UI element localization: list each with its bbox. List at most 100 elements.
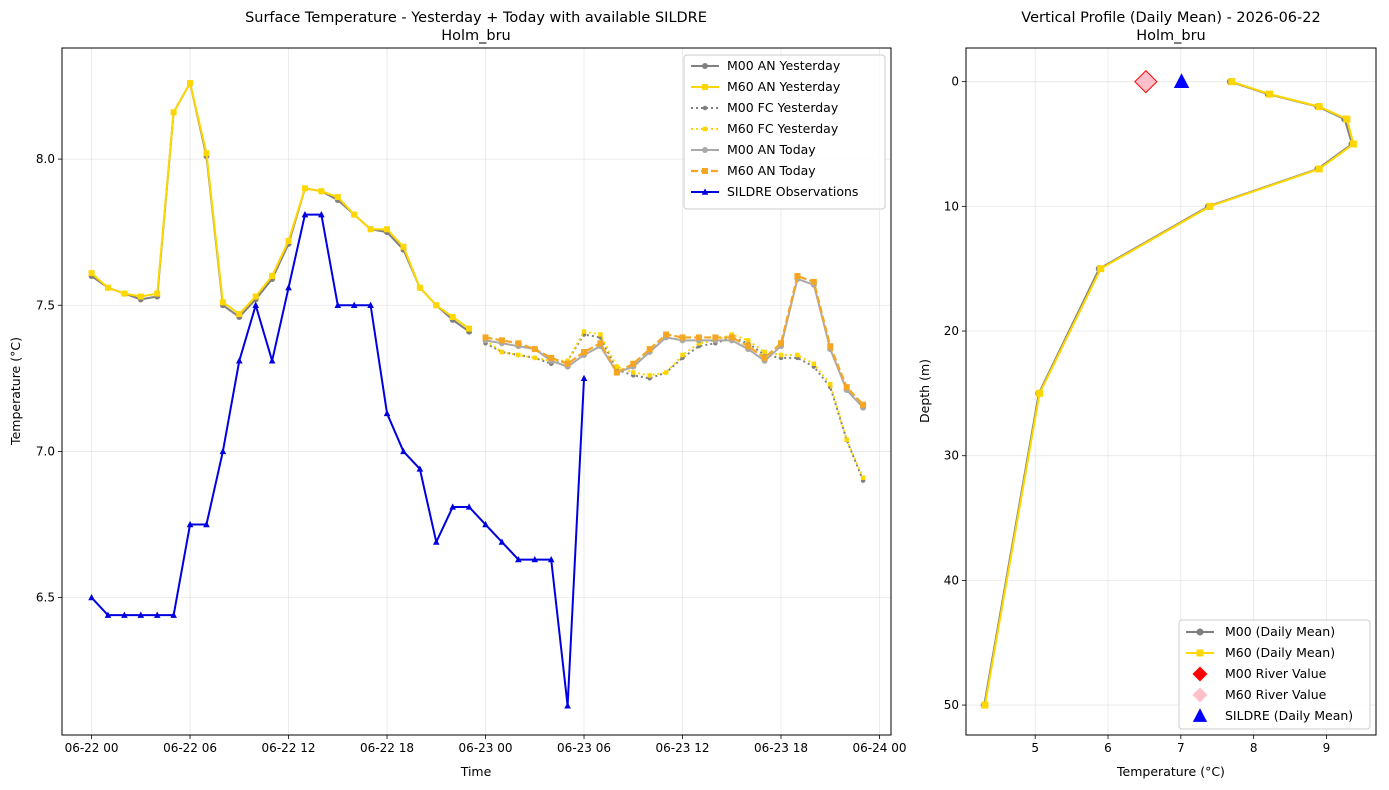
series-m60-an-today	[482, 273, 867, 408]
series-sildre-observations	[88, 211, 588, 709]
sildre-daily-mean-point	[1173, 73, 1190, 88]
data-point	[631, 370, 636, 375]
data-point	[728, 334, 735, 341]
data-point	[351, 211, 358, 218]
x-tick-label: 6	[1104, 741, 1112, 755]
data-point	[235, 357, 243, 364]
data-point	[580, 374, 588, 382]
data-point	[1343, 115, 1351, 123]
data-point	[384, 226, 391, 233]
data-point	[1228, 78, 1236, 86]
legend-label: M00 AN Yesterday	[727, 58, 841, 73]
legend-marker	[1192, 666, 1208, 682]
data-point	[383, 409, 391, 417]
data-point	[532, 355, 538, 361]
data-point	[647, 373, 652, 378]
data-point	[449, 503, 456, 510]
data-point	[88, 594, 95, 601]
data-point	[367, 301, 374, 308]
data-point	[547, 555, 555, 563]
y-tick-label: 20	[944, 324, 959, 338]
legend-box	[683, 54, 886, 210]
legend-marker	[1196, 649, 1204, 657]
data-point	[252, 301, 260, 308]
data-point	[1315, 103, 1323, 111]
data-point	[613, 369, 620, 376]
data-point	[515, 340, 522, 347]
right-chart-title: Vertical Profile (Daily Mean) - 2026-06-…	[1021, 10, 1320, 26]
legend-label: M60 FC Yesterday	[727, 121, 839, 136]
data-point	[236, 311, 243, 318]
left-chart-xlabel: Time	[460, 764, 492, 779]
data-point	[515, 555, 522, 563]
legend-marker	[701, 188, 709, 195]
data-point	[465, 503, 473, 510]
data-point	[137, 611, 145, 618]
data-point	[498, 337, 505, 344]
legend-marker	[702, 147, 708, 153]
data-point	[761, 354, 768, 361]
legend-item: M60 (Daily Mean)	[1186, 645, 1335, 660]
data-point	[1097, 265, 1105, 273]
legend-item: M60 AN Yesterday	[691, 79, 841, 94]
data-point	[1036, 389, 1044, 397]
data-point	[269, 273, 276, 280]
y-tick-label: 0	[951, 75, 959, 89]
x-tick-label: 8	[1250, 741, 1258, 755]
legend-item: M60 AN Today	[691, 163, 816, 178]
data-point	[778, 340, 785, 347]
legend-item: M00 AN Today	[691, 142, 816, 157]
left-chart-subtitle: Holm_bru	[441, 28, 511, 44]
legend-label: M60 AN Yesterday	[727, 79, 841, 94]
legend-marker	[702, 126, 708, 132]
data-point	[268, 357, 276, 364]
legend-label: M00 (Daily Mean)	[1225, 624, 1335, 639]
data-point	[860, 475, 866, 480]
legend-item: M00 AN Yesterday	[691, 58, 841, 73]
data-point	[548, 354, 555, 361]
data-point	[285, 237, 292, 244]
y-tick-label: 40	[944, 573, 959, 587]
data-point	[466, 325, 473, 332]
data-point	[581, 349, 588, 356]
x-tick-label: 5	[1031, 741, 1039, 755]
data-point	[745, 343, 752, 350]
data-point	[400, 243, 407, 250]
data-point	[860, 401, 867, 408]
series-line	[485, 333, 865, 482]
left-chart-title: Surface Temperature - Yesterday + Today …	[245, 10, 707, 26]
legend-marker	[1192, 708, 1208, 722]
data-point	[121, 290, 128, 297]
data-point	[663, 331, 670, 338]
x-tick-label: 06-22 18	[360, 741, 414, 755]
data-point	[810, 278, 817, 285]
data-point	[531, 555, 539, 563]
y-tick-label: 50	[944, 698, 959, 712]
data-point	[432, 538, 440, 545]
data-point	[844, 437, 849, 442]
data-point	[187, 80, 194, 87]
right-chart-series	[980, 69, 1357, 709]
series-m60-an-yesterday	[88, 80, 473, 332]
y-tick-label: 6.5	[36, 591, 55, 605]
legend-item: M00 (Daily Mean)	[1186, 624, 1335, 639]
legend-label: M60 (Daily Mean)	[1225, 645, 1335, 660]
data-point	[679, 334, 686, 341]
legend-label: M00 River Value	[1225, 666, 1327, 681]
legend-label: M00 AN Today	[727, 142, 816, 157]
data-point	[203, 150, 210, 157]
legend-item: SILDRE (Daily Mean)	[1192, 708, 1353, 723]
y-tick-label: 10	[944, 199, 959, 213]
data-point	[334, 194, 341, 201]
x-tick-label: 7	[1177, 741, 1185, 755]
x-tick-label: 06-22 00	[65, 741, 119, 755]
legend-item: M00 River Value	[1192, 666, 1327, 682]
left-chart-series	[88, 80, 867, 709]
y-tick-label: 8.0	[36, 152, 55, 166]
series-line	[983, 80, 1355, 706]
surface-temperature-chart: Surface Temperature - Yesterday + Today …	[8, 10, 906, 779]
data-point	[531, 346, 538, 353]
data-point	[219, 447, 227, 455]
data-point	[1266, 90, 1274, 98]
y-tick-label: 7.0	[36, 444, 55, 458]
